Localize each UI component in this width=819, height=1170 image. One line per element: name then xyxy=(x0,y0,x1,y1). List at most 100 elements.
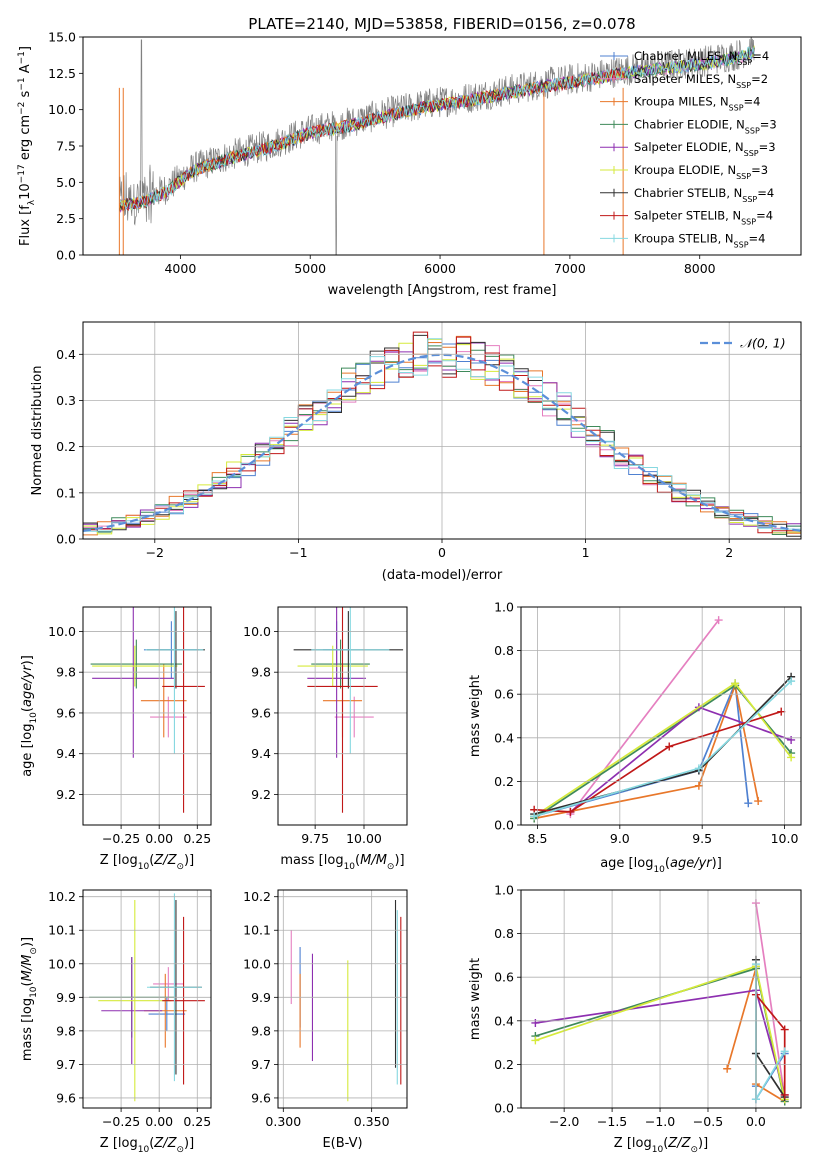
axes-frame xyxy=(82,889,212,1109)
weight-line-kroupa-stelib xyxy=(533,680,792,818)
y-tick-label: 0.4 xyxy=(56,347,76,362)
y-tick-label: 10.1 xyxy=(243,923,271,938)
y-axis-label-part: age/yr xyxy=(20,664,35,707)
axes-frame xyxy=(82,36,802,256)
weight-line-kroupa-elodie xyxy=(533,682,792,818)
legend-model: Kroupa STELIB, N xyxy=(634,231,734,245)
y-axis-label-part: −1 xyxy=(17,77,27,90)
y-tick-label: 0.8 xyxy=(494,926,514,941)
y-axis-label-part: mass [ xyxy=(20,1018,35,1061)
mass-vs-ebv-panel: 0.300 0.350 9.6 9.7 9.8 9.9 10.0 10.1 10.2 E(B-V) xyxy=(243,889,408,1151)
x-axis-label-part: 10 xyxy=(138,1145,150,1155)
x-axis-label-part: 10 xyxy=(652,1145,664,1155)
y-tick-label: 9.6 xyxy=(251,1090,271,1105)
x-axis-label-part: log xyxy=(634,856,654,871)
x-tick-label: −1 xyxy=(289,545,307,560)
legend-label: Kroupa MILES, NSSP=4 xyxy=(634,95,760,113)
weight-line-kroupa-miles xyxy=(534,682,760,820)
legend-sub: SSP xyxy=(742,194,757,203)
weight-marker xyxy=(787,753,796,762)
x-axis-label-part: Z [ xyxy=(100,853,118,868)
weight-vs-age-panel: 8.5 9.0 9.5 10.0 0.0 0.2 0.4 0.6 0.8 1.0 age [log1… xyxy=(468,600,802,875)
legend-sub: SSP xyxy=(745,126,760,135)
x-tick-label: −1.0 xyxy=(645,1114,675,1129)
age-vs-mass-plot-area xyxy=(293,607,404,813)
y-tick-label: 0.0 xyxy=(56,532,76,547)
y-tick-label: 0.2 xyxy=(56,439,76,454)
weight-line-chabrier-miles xyxy=(533,682,750,818)
x-axis-label-part: 10 xyxy=(344,862,356,872)
y-tick-label: 0.1 xyxy=(56,485,76,500)
axes-frame xyxy=(520,889,802,1109)
y-tick-label: 9.6 xyxy=(56,705,76,720)
y-tick-label: 7.5 xyxy=(56,139,76,154)
x-tick-label: 0.00 xyxy=(145,1114,173,1129)
y-tick-label: 10.0 xyxy=(48,956,76,971)
y-tick-label: 9.7 xyxy=(251,1057,271,1072)
x-tick-label: −0.5 xyxy=(693,1114,723,1129)
x-tick-label: 0.25 xyxy=(183,831,211,846)
x-tick-label: 9.0 xyxy=(610,831,630,846)
y-tick-label: 0.2 xyxy=(494,774,514,789)
x-tick-label: 8000 xyxy=(684,261,716,276)
x-axis-label-part: )] xyxy=(184,1136,194,1151)
y-tick-label: 9.6 xyxy=(56,1090,76,1105)
legend-count: =4 xyxy=(756,209,773,223)
x-tick-label: 0.350 xyxy=(354,1114,390,1129)
y-axis-label-part: )] xyxy=(20,937,35,947)
y-tick-label: 0.4 xyxy=(494,1013,514,1028)
y-axis-label-part: 10 xyxy=(29,986,39,998)
x-axis-label-part: 10 xyxy=(138,862,150,872)
y-tick-label: 9.8 xyxy=(56,1023,76,1038)
y-axis-label-part: ⊙ xyxy=(29,947,39,955)
legend-sub: SSP xyxy=(734,240,749,249)
y-axis-label-part: −17 xyxy=(17,164,27,183)
weight-marker xyxy=(780,1025,789,1034)
x-axis-label-part: mass [ xyxy=(280,853,323,868)
y-axis-label-part: −1 xyxy=(17,51,27,64)
x-axis-label: E(B-V) xyxy=(322,1136,362,1151)
x-axis-label-part: ( xyxy=(149,1136,154,1151)
weight-marker xyxy=(723,1064,732,1073)
x-axis-label-part: Z/Z xyxy=(153,1136,177,1151)
x-axis-label: mass [log10(M/M⊙)] xyxy=(280,853,404,872)
y-tick-label: 10.2 xyxy=(48,889,76,904)
legend-model: Kroupa MILES, N xyxy=(634,95,729,109)
x-axis-label-part: M/M xyxy=(360,853,387,868)
weight-marker xyxy=(566,807,575,816)
legend-count: =3 xyxy=(751,163,768,177)
y-tick-label: 9.8 xyxy=(251,665,271,680)
y-axis-label: mass [log10(M/M⊙)] xyxy=(20,937,39,1061)
residual-hist-panel: −2 −1 0 1 2 0.0 0.1 0.2 0.3 0.4 (data-model)/error… xyxy=(30,321,802,583)
axes-frame xyxy=(277,606,408,826)
x-axis-label-part: )] xyxy=(698,1136,708,1151)
y-axis-label-part: M/M xyxy=(20,955,35,982)
y-axis-label-part: ( xyxy=(20,707,35,712)
x-axis-label-part: )] xyxy=(394,853,404,868)
x-axis-label-part: age/yr xyxy=(670,856,713,871)
y-tick-label: 9.9 xyxy=(251,990,271,1005)
weight-marker xyxy=(787,677,796,686)
y-tick-label: 12.5 xyxy=(48,66,76,81)
legend-model: Salpeter MILES, N xyxy=(634,72,736,86)
y-axis-label-part: λ xyxy=(27,199,37,205)
age-vs-Z-plot-area xyxy=(90,607,205,813)
weight-vs-age-plot-area xyxy=(530,616,796,823)
y-axis-label-part: ] xyxy=(18,46,33,51)
y-tick-label: 9.6 xyxy=(251,705,271,720)
legend-sub: SSP xyxy=(729,103,744,112)
y-tick-label: 10.2 xyxy=(243,889,271,904)
x-tick-label: 9.75 xyxy=(301,831,329,846)
x-tick-label: 9.5 xyxy=(692,831,712,846)
y-axis-label-part: log xyxy=(20,998,35,1018)
x-axis-label: (data-model)/error xyxy=(382,568,503,583)
weight-marker xyxy=(731,679,740,688)
legend-label: Chabrier MILES, NSSP=4 xyxy=(634,49,769,67)
y-axis-label-part: log xyxy=(20,724,35,744)
age-vs-Z-panel: −0.25 0.00 0.259.29.49.69.810.0Z [log10(Z/… xyxy=(20,606,212,872)
x-tick-label: 4000 xyxy=(164,261,196,276)
legend-model: Chabrier ELODIE, N xyxy=(634,117,745,131)
y-tick-label: 10.0 xyxy=(48,102,76,117)
y-axis-label-part: )] xyxy=(20,655,35,665)
